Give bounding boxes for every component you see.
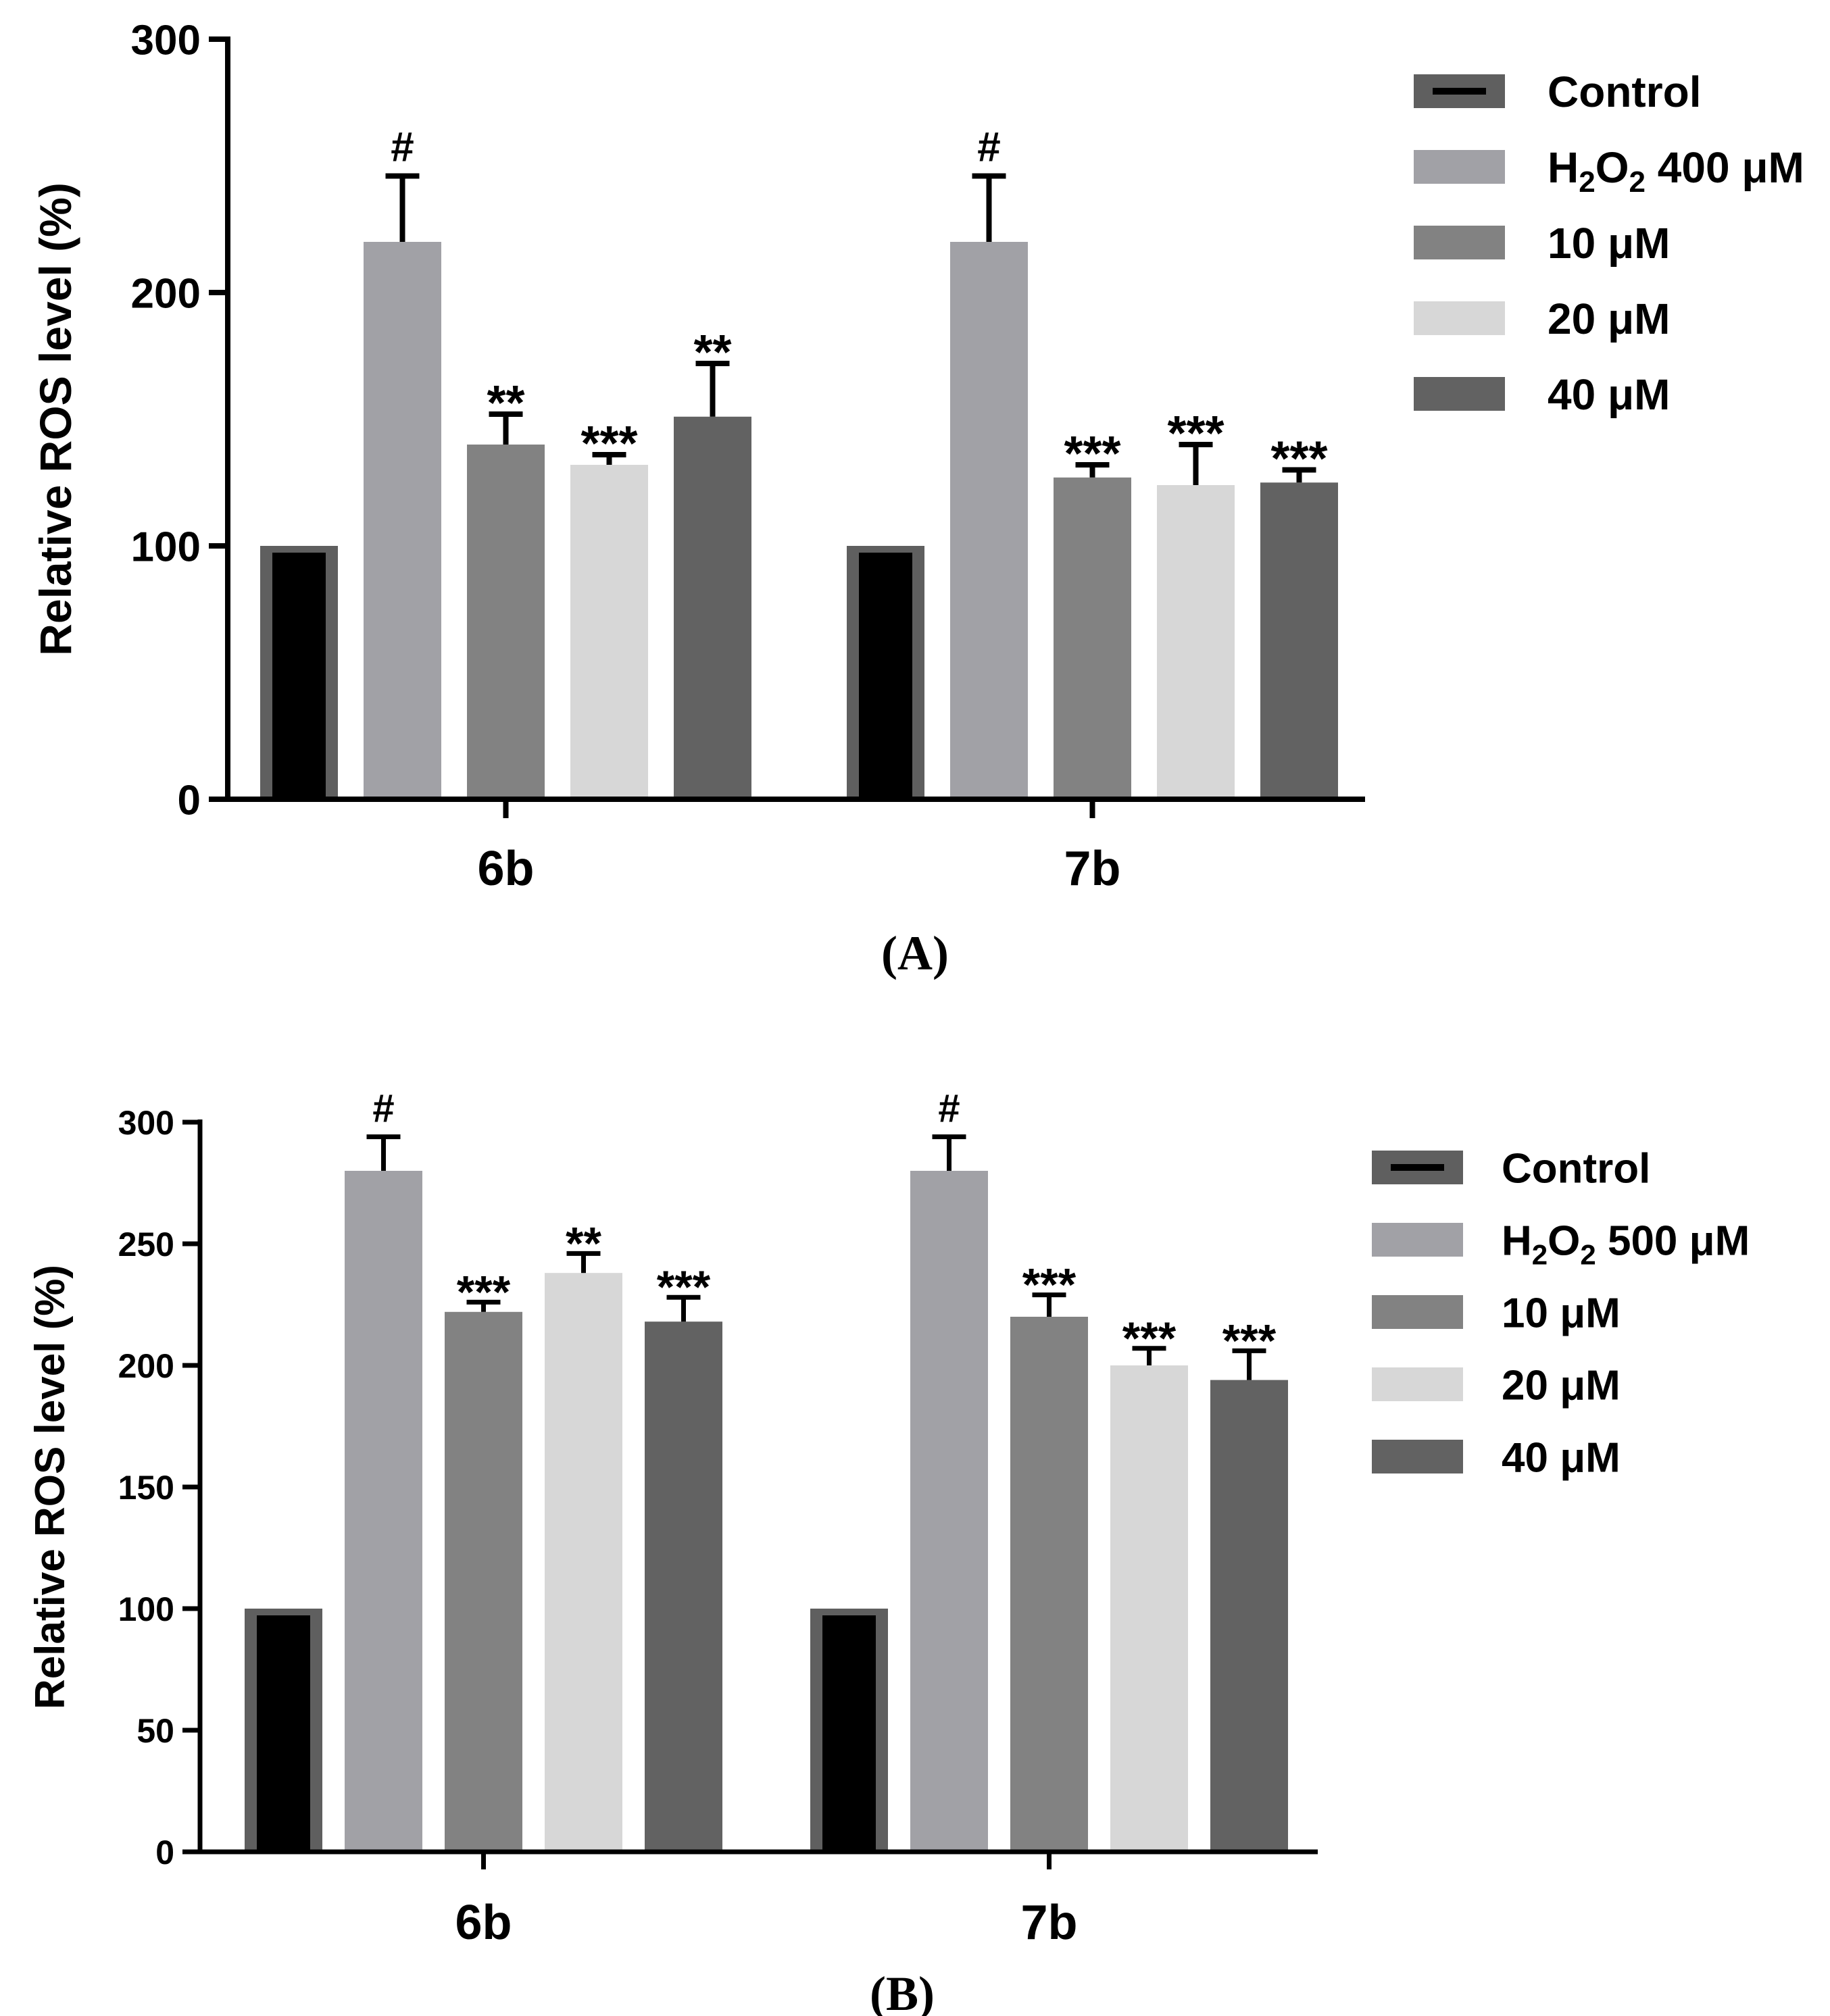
bar-6b-control bbox=[272, 553, 326, 799]
y-tick-label: 50 bbox=[137, 1712, 174, 1750]
x-tick-label-6b: 6b bbox=[455, 1896, 512, 1950]
legend-label-0: Control bbox=[1502, 1145, 1650, 1192]
legend-label-4: 40 μM bbox=[1548, 370, 1670, 419]
bar-7b-control bbox=[822, 1615, 876, 1852]
legend-swatch-control bbox=[1433, 88, 1486, 95]
legend-swatch-1 bbox=[1372, 1223, 1463, 1257]
bar-7b-series-2 bbox=[1010, 1317, 1088, 1852]
bar-6b-series-3 bbox=[545, 1273, 622, 1852]
y-tick-label: 0 bbox=[155, 1834, 174, 1871]
bar-7b-series-3 bbox=[1110, 1365, 1188, 1852]
legend-label-1: H2O2 500 μM bbox=[1502, 1217, 1750, 1270]
legend-swatch-control bbox=[1391, 1164, 1444, 1171]
x-tick-label-6b: 6b bbox=[477, 842, 534, 896]
significance-mark-7b-series-1: # bbox=[977, 124, 1000, 171]
significance-mark-6b-series-2: ** bbox=[487, 376, 524, 430]
y-axis-label: Relative ROS level (%) bbox=[30, 182, 80, 656]
bar-7b-series-1 bbox=[910, 1171, 988, 1852]
significance-mark-6b-series-4: ** bbox=[693, 326, 731, 380]
bar-6b-series-1 bbox=[345, 1171, 422, 1852]
bar-6b-series-2 bbox=[467, 445, 545, 799]
legend-swatch-4 bbox=[1414, 377, 1505, 411]
y-tick-label: 200 bbox=[118, 1347, 174, 1385]
bar-7b-series-2 bbox=[1054, 477, 1131, 799]
legend-label-2: 10 μM bbox=[1502, 1290, 1621, 1336]
legend-label-2: 10 μM bbox=[1548, 219, 1670, 268]
legend-label-part: 400 μM bbox=[1646, 143, 1804, 192]
bar-6b-series-3 bbox=[570, 465, 648, 799]
legend-label-0: Control bbox=[1548, 68, 1702, 116]
panel-label: (A) bbox=[881, 926, 949, 980]
legend-swatch-2 bbox=[1372, 1295, 1463, 1329]
significance-mark-7b-series-4: *** bbox=[1222, 1315, 1277, 1366]
y-tick-label: 250 bbox=[118, 1226, 174, 1263]
bar-7b-series-4 bbox=[1260, 482, 1338, 799]
legend-label-3: 20 μM bbox=[1548, 295, 1670, 343]
legend-label-part: 2 bbox=[1532, 1238, 1548, 1270]
x-tick-label-7b: 7b bbox=[1064, 842, 1120, 896]
legend-swatch-3 bbox=[1414, 301, 1505, 335]
significance-mark-7b-series-2: *** bbox=[1064, 427, 1120, 481]
significance-mark-6b-series-4: *** bbox=[657, 1261, 711, 1313]
bar-7b-series-3 bbox=[1157, 485, 1235, 799]
significance-mark-7b-series-4: *** bbox=[1270, 432, 1327, 486]
y-tick-label: 100 bbox=[118, 1590, 174, 1628]
legend-label-part: 500 μM bbox=[1596, 1217, 1750, 1264]
bar-6b-control bbox=[257, 1615, 310, 1852]
bar-6b-series-2 bbox=[445, 1311, 522, 1852]
significance-mark-7b-series-3: *** bbox=[1167, 407, 1224, 461]
bar-6b-series-4 bbox=[645, 1321, 722, 1852]
significance-mark-6b-series-3: *** bbox=[580, 417, 637, 471]
legend-label-part: O bbox=[1548, 1217, 1580, 1264]
bar-6b-series-4 bbox=[674, 416, 751, 799]
legend-label-1: H2O2 400 μM bbox=[1548, 143, 1804, 199]
legend-label-part: 2 bbox=[1580, 1238, 1596, 1270]
legend-label-part: H bbox=[1502, 1217, 1532, 1264]
y-axis-label: Relative ROS level (%) bbox=[27, 1265, 74, 1709]
significance-mark-6b-series-2: *** bbox=[457, 1266, 511, 1317]
y-tick-label: 100 bbox=[131, 524, 201, 570]
legend-label-4: 40 μM bbox=[1502, 1434, 1621, 1481]
y-tick-label: 150 bbox=[118, 1469, 174, 1507]
bar-7b-series-4 bbox=[1210, 1380, 1288, 1852]
legend-swatch-1 bbox=[1414, 150, 1505, 184]
y-tick-label: 200 bbox=[131, 270, 201, 317]
significance-mark-6b-series-1: # bbox=[391, 124, 414, 171]
legend-label-part: H bbox=[1548, 143, 1579, 192]
significance-mark-6b-series-1: # bbox=[372, 1087, 394, 1131]
panel-label: (B) bbox=[870, 1967, 935, 2016]
legend-label-3: 20 μM bbox=[1502, 1362, 1621, 1409]
legend-swatch-3 bbox=[1372, 1367, 1463, 1401]
bar-7b-control bbox=[859, 553, 912, 799]
legend-swatch-2 bbox=[1414, 226, 1505, 259]
significance-mark-7b-series-2: *** bbox=[1022, 1259, 1077, 1311]
significance-mark-7b-series-3: *** bbox=[1122, 1313, 1177, 1364]
bar-6b-series-1 bbox=[364, 242, 441, 799]
significance-mark-7b-series-1: # bbox=[938, 1087, 960, 1131]
y-tick-label: 300 bbox=[131, 17, 201, 64]
y-tick-label: 0 bbox=[178, 777, 201, 824]
legend-label-part: 2 bbox=[1579, 166, 1595, 199]
y-tick-label: 300 bbox=[118, 1104, 174, 1142]
significance-mark-6b-series-3: ** bbox=[566, 1217, 601, 1269]
bar-7b-series-1 bbox=[950, 242, 1028, 799]
legend-swatch-4 bbox=[1372, 1440, 1463, 1473]
x-tick-label-7b: 7b bbox=[1020, 1896, 1077, 1950]
legend-label-part: 2 bbox=[1629, 166, 1645, 199]
legend-label-part: O bbox=[1596, 143, 1629, 192]
